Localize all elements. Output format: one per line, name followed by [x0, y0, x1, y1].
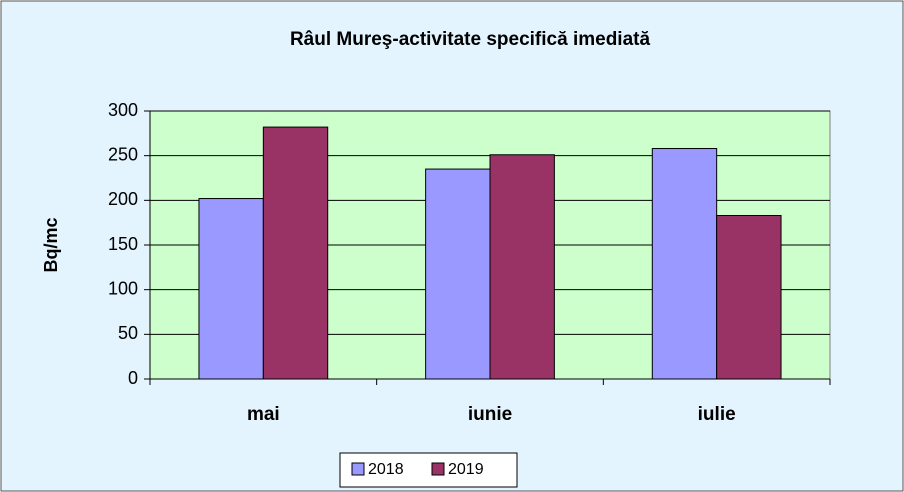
legend-swatch — [431, 462, 445, 476]
legend-label: 2018 — [368, 461, 404, 478]
y-tick-label: 300 — [108, 100, 138, 120]
y-tick-label: 50 — [118, 323, 138, 343]
bar — [716, 215, 782, 380]
legend-label: 2019 — [448, 461, 484, 478]
chart-title: Râul Mureş-activitate specifică imediată — [290, 29, 651, 50]
x-tick-label: iunie — [468, 404, 512, 425]
y-tick-label: 150 — [108, 234, 138, 254]
x-tick-label: mai — [247, 404, 280, 425]
y-tick-label: 250 — [108, 144, 138, 164]
bar — [262, 126, 329, 380]
y-tick-label: 100 — [108, 278, 138, 298]
bar — [425, 168, 491, 380]
x-tick-label: iulie — [698, 404, 736, 425]
y-tick-label: 200 — [108, 189, 138, 209]
bar — [651, 148, 718, 380]
bar — [489, 154, 555, 380]
y-axis-label: Bq/mc — [41, 217, 61, 272]
legend-swatch — [351, 462, 365, 476]
legend-box — [339, 452, 518, 488]
y-tick-label: 0 — [128, 368, 138, 388]
bar — [198, 198, 264, 380]
